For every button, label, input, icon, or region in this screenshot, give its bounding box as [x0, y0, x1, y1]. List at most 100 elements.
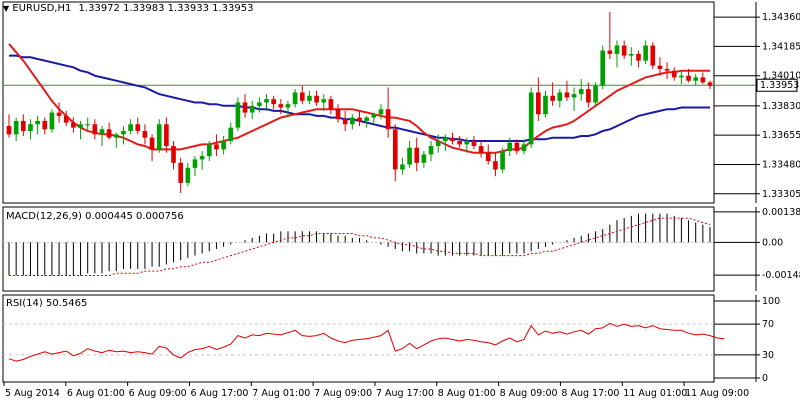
macd-title: MACD(12,26,9) 0.000445 0.000756	[6, 211, 184, 222]
candle-body	[400, 164, 405, 170]
macd-panel: 0.001382 0.00 -0.00148	[3, 207, 800, 281]
candle-body	[164, 124, 169, 147]
candle-body	[99, 129, 105, 135]
candle-body	[478, 146, 484, 153]
candle-body	[378, 109, 384, 115]
candle-body	[514, 142, 520, 152]
price-panel: 1.34360 1.34185 1.34010 1.33830 1.33655 1.334…	[3, 12, 800, 200]
candle-body	[106, 129, 112, 138]
candle-body	[657, 65, 663, 69]
candle-body	[214, 144, 219, 150]
time-tick-label: 11 Aug 01:00	[623, 388, 687, 399]
candle-body	[192, 159, 198, 168]
rsi-panel: 100 70 30 0	[3, 296, 780, 384]
candle-body	[49, 112, 55, 130]
time-tick-label: 6 Aug 17:00	[190, 388, 248, 399]
candle-body	[636, 53, 641, 61]
candle-body	[607, 50, 613, 54]
candle-body	[457, 141, 462, 145]
candle-body	[235, 102, 241, 128]
candle-body	[464, 141, 470, 145]
candle-body	[156, 124, 162, 150]
candle-body	[407, 147, 412, 165]
candle-body	[543, 95, 548, 115]
candle-body	[20, 120, 26, 131]
candle-body	[278, 104, 284, 108]
candle-body	[443, 137, 448, 142]
macd-tick-label: 0.001382	[762, 207, 800, 218]
price-tick-label: 1.33305	[762, 189, 800, 200]
candle-body	[700, 77, 706, 83]
candle-body	[350, 117, 355, 125]
time-tick-label: 7 Aug 09:00	[314, 388, 372, 399]
rsi-tick-label: 100	[762, 296, 780, 307]
candle-body	[471, 141, 477, 147]
candle-body	[342, 119, 348, 125]
rsi-frame	[2, 294, 715, 383]
rsi-tick-label: 30	[762, 350, 774, 361]
candle-body	[371, 114, 377, 118]
candle-body	[85, 124, 91, 126]
candle-body	[292, 92, 298, 105]
current-price-label: 1.33953	[760, 80, 799, 91]
candle-body	[78, 124, 83, 128]
candle-body	[435, 141, 441, 147]
candle-body	[557, 92, 563, 101]
candle-body	[536, 92, 541, 115]
candle-body	[500, 151, 505, 170]
candle-body	[242, 102, 248, 113]
candle-body	[679, 75, 684, 78]
price-tick-label: 1.33480	[762, 159, 800, 170]
candle-body	[414, 147, 420, 163]
macd-frame	[2, 206, 715, 292]
candle-body	[664, 69, 670, 71]
candle-body	[35, 120, 40, 125]
candle-body	[221, 141, 226, 150]
time-tick-label: 8 Aug 09:00	[500, 388, 558, 399]
candle-body	[614, 45, 620, 54]
candle-body	[392, 129, 398, 170]
price-tick-label: 1.33830	[762, 101, 800, 112]
candle-body	[686, 75, 691, 81]
candle-body	[128, 124, 133, 131]
symbol-label: EURUSD,H1	[12, 3, 72, 14]
candle-body	[6, 125, 12, 135]
candle-body	[135, 124, 141, 131]
candle-body	[28, 124, 33, 131]
dropdown-triangle-icon[interactable]: ▼	[3, 4, 10, 13]
candle-body	[600, 50, 606, 86]
candle-body	[257, 102, 262, 106]
candle-body	[621, 45, 627, 56]
rsi-line	[8, 322, 725, 362]
candle-body	[671, 70, 677, 78]
candle-body	[56, 112, 62, 116]
candle-body	[249, 105, 255, 113]
current-price-box	[756, 78, 798, 92]
time-axis: 5 Aug 2014 6 Aug 01:00 6 Aug 09:00 6 Aug 17…	[3, 382, 749, 399]
candle-body	[357, 117, 362, 121]
candle-body	[121, 130, 126, 135]
time-tick-label: 6 Aug 09:00	[129, 388, 187, 399]
candle-body	[571, 94, 577, 98]
candle-body	[428, 146, 434, 155]
candle-body	[650, 45, 656, 66]
candle-body	[307, 95, 312, 101]
price-tick-label: 1.34185	[762, 41, 800, 52]
rsi-tick-label: 70	[762, 319, 774, 330]
time-tick-label: 5 Aug 2014	[5, 388, 60, 399]
rsi-title: RSI(14) 50.5465	[6, 298, 88, 309]
candle-body	[271, 99, 276, 105]
candle-body	[693, 77, 699, 81]
time-tick-label: 6 Aug 01:00	[67, 388, 125, 399]
candle-body	[113, 134, 119, 138]
price-frame	[2, 1, 715, 204]
candle-body	[493, 161, 498, 170]
candle-body	[328, 99, 334, 110]
candle-body	[385, 109, 391, 130]
price-tick-label: 1.34010	[762, 71, 800, 82]
macd-signal-line	[9, 217, 711, 276]
candle-body	[206, 144, 212, 157]
candle-body	[364, 117, 369, 121]
candle-body	[228, 127, 234, 142]
candle-body	[285, 104, 291, 108]
